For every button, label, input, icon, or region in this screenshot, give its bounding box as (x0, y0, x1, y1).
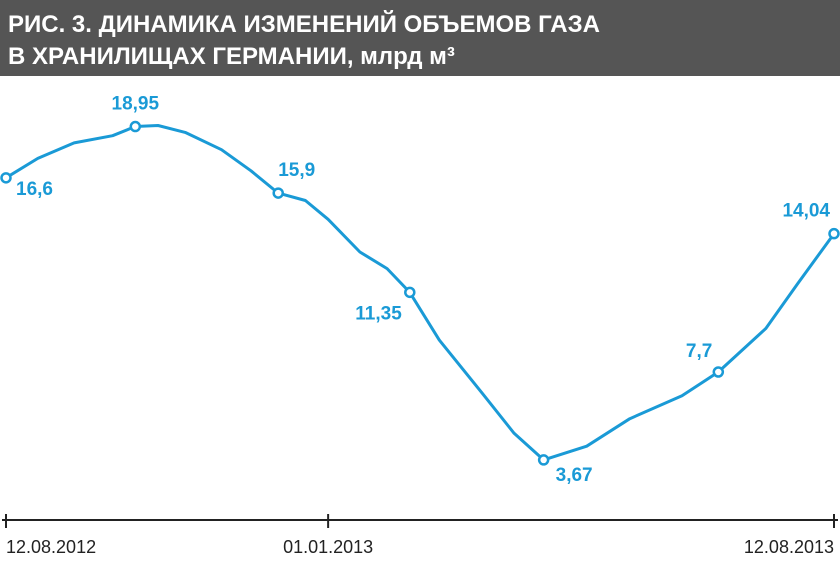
data-point (712, 366, 725, 378)
value-label: 14,04 (782, 201, 830, 222)
data-point (404, 286, 416, 299)
value-label: 7,7 (686, 341, 712, 362)
x-tick-label: 01.01.2013 (283, 537, 373, 557)
chart-title: РИС. 3. ДИНАМИКА ИЗМЕНЕНИЙ ОБЪЕМОВ ГАЗА (8, 10, 600, 38)
value-label: 3,67 (556, 465, 593, 486)
data-point (828, 227, 840, 240)
data-point (272, 187, 284, 199)
data-point (0, 172, 12, 184)
value-label: 16,6 (16, 179, 53, 200)
chart-title: В ХРАНИЛИЩАХ ГЕРМАНИИ, млрд м³ (8, 43, 455, 70)
value-label: 11,35 (355, 303, 402, 324)
value-label: 18,95 (112, 94, 160, 115)
data-point (537, 454, 550, 466)
value-label: 15,9 (278, 160, 315, 181)
data-point (129, 120, 142, 133)
x-tick-label: 12.08.2012 (6, 537, 96, 557)
title-bar (0, 0, 840, 76)
x-tick-label: 12.08.2013 (744, 537, 834, 557)
data-line (5, 124, 836, 462)
